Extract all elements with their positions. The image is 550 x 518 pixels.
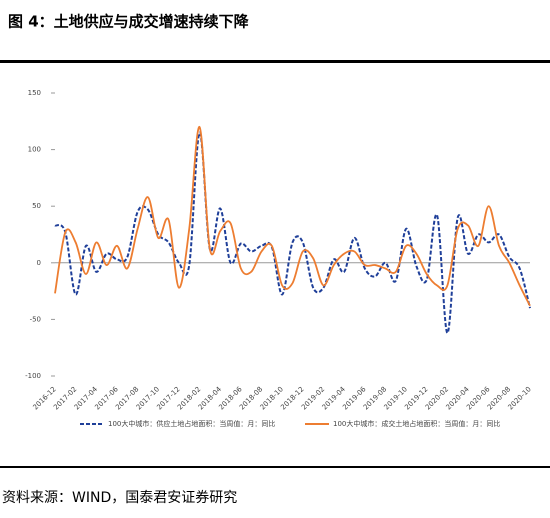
y-tick-label: 150 <box>28 89 41 97</box>
y-tick-label: 0 <box>37 259 41 267</box>
y-tick-label: -100 <box>25 372 41 380</box>
source-note: 资料来源：WIND，国泰君安证券研究 <box>2 490 237 506</box>
figure-title: 图 4：土地供应与成交增速持续下降 <box>8 13 250 31</box>
legend-label: 100大中城市：成交土地占地面积：当周值：月：同比 <box>333 419 500 428</box>
bottom-rule <box>0 466 550 468</box>
y-tick-label: 50 <box>32 202 41 210</box>
series-line <box>54 131 531 334</box>
y-tick-label: 100 <box>28 146 41 154</box>
legend-label: 100大中城市：供应土地占地面积：当周值：月：同比 <box>108 419 275 428</box>
y-tick-label: -50 <box>30 315 41 323</box>
top-rule <box>0 60 550 63</box>
series-line <box>54 126 531 307</box>
